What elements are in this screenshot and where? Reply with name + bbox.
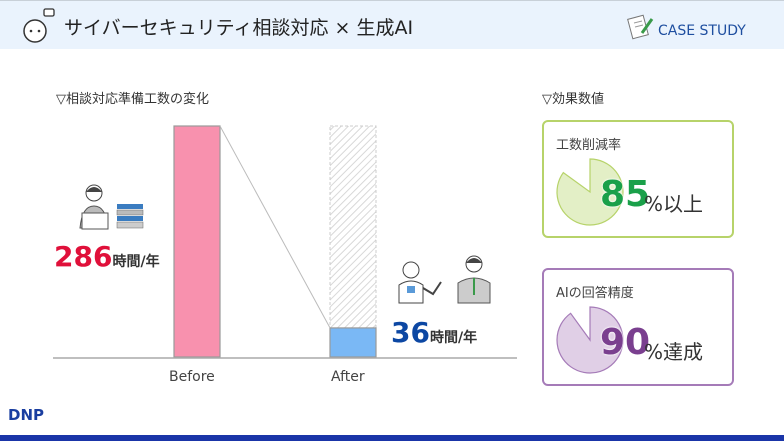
card-value: 90 <box>600 322 651 363</box>
case-study-badge: CASE STUDY <box>658 23 746 39</box>
footer-bar <box>0 435 784 441</box>
header: サイバーセキュリティ相談対応 × 生成AI CASE STUDY <box>0 0 784 49</box>
pie-slice <box>556 306 624 374</box>
worker-illustration <box>79 184 144 230</box>
before-value-label: 286時間/年 <box>54 240 160 273</box>
dnp-logo: DNP <box>8 406 44 424</box>
card-workload-reduction: 工数削減率 85 %以上 <box>542 120 734 238</box>
card-unit: %以上 <box>644 192 704 216</box>
page-title: サイバーセキュリティ相談対応 × 生成AI <box>64 17 414 39</box>
card-unit: %達成 <box>644 340 704 364</box>
card-ai-accuracy: AIの回答精度 90 %達成 <box>542 268 734 386</box>
after-reference-outline <box>329 125 377 358</box>
pie-chart-85 <box>556 158 624 226</box>
card-label: AIの回答精度 <box>556 286 634 301</box>
pie-slice <box>556 158 624 226</box>
x-tick-before: Before <box>169 369 215 385</box>
notepad-pencil-icon <box>627 14 654 40</box>
after-value-label: 36時間/年 <box>391 316 478 349</box>
card-label: 工数削減率 <box>556 138 622 153</box>
bar-after <box>329 327 377 358</box>
section-heading-effect: ▽効果数値 <box>542 92 604 107</box>
pie-chart-90 <box>556 306 624 374</box>
reduction-connector-line <box>219 125 331 329</box>
bar-before <box>173 125 221 358</box>
section-heading-change: ▽相談対応準備工数の変化 <box>56 92 209 107</box>
consultant-face-icon <box>23 8 55 43</box>
card-value: 85 <box>600 174 651 215</box>
robot-and-person-illustration <box>398 255 491 304</box>
x-tick-after: After <box>331 369 365 385</box>
